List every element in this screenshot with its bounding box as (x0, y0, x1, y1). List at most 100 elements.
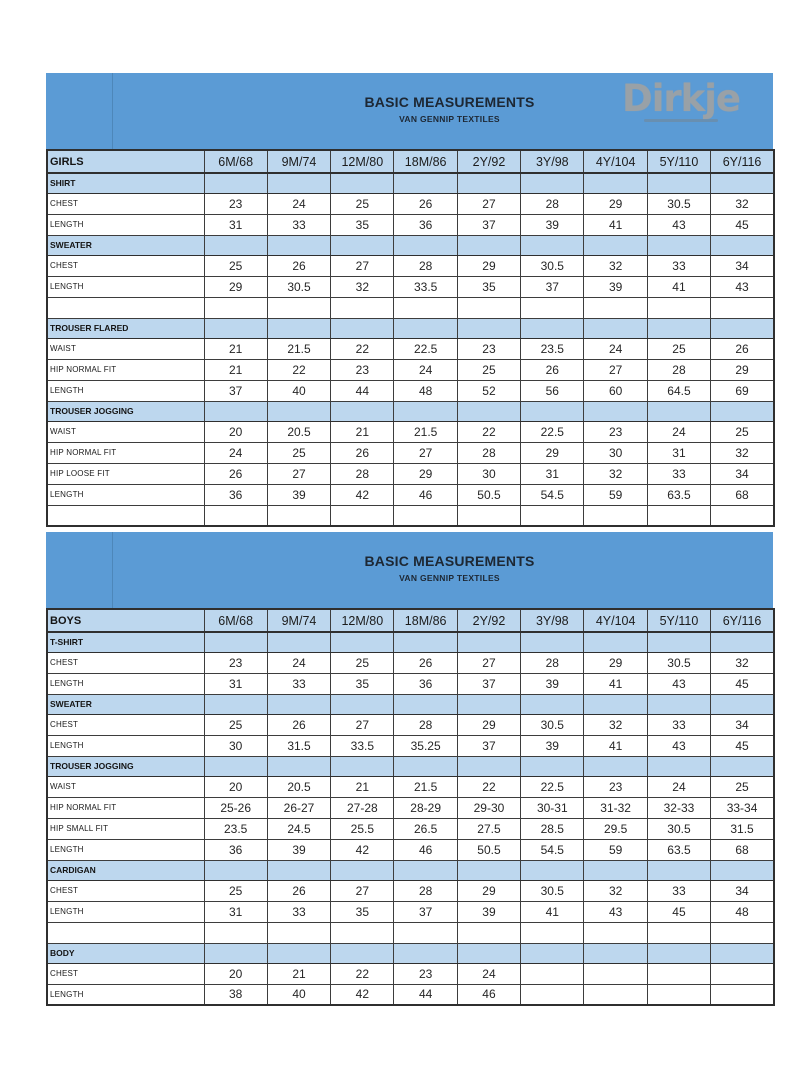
value-cell: 50.5 (456, 483, 522, 506)
data-row: LENGTH 38 40 42 44 46 (46, 983, 775, 1006)
value-cell: 28 (520, 651, 585, 674)
value-cell: 21 (330, 420, 395, 443)
value-cell: 30 (583, 441, 648, 464)
value-cell: 24.5 (266, 817, 332, 840)
value-cell: 23 (330, 358, 395, 381)
value-cell: 20.5 (266, 420, 332, 443)
value-cell: 46 (456, 983, 522, 1006)
section-blank-cell (583, 400, 648, 422)
value-cell: 28 (330, 462, 395, 485)
section-blank-cell (393, 942, 458, 964)
value-cell: 36 (393, 213, 458, 236)
value-cell: 35 (330, 672, 395, 695)
value-cell: 41 (520, 900, 585, 923)
value-cell: 30 (456, 462, 522, 485)
empty-cell (456, 504, 522, 527)
size-header-cell: 2Y/92 (456, 149, 522, 174)
data-row: LENGTH 29 30.5 32 33.5 35 37 39 41 43 (46, 275, 775, 298)
value-cell: 24 (456, 962, 522, 985)
section-blank-cell (646, 942, 712, 964)
girls-size-table: GIRLS 6M/68 9M/74 12M/80 18M/86 2Y/92 3Y/98 4Y/… (46, 149, 775, 527)
section-blank-cell (583, 172, 648, 194)
data-row: LENGTH 31 33 35 36 37 39 41 43 45 (46, 672, 775, 695)
value-cell: 63.5 (646, 838, 712, 861)
value-cell: 27-28 (330, 796, 395, 819)
document-subtitle: VAN GENNIP TEXTILES (399, 114, 500, 124)
value-cell: 28 (393, 713, 458, 736)
value-cell: 43 (646, 213, 712, 236)
value-cell: 32-33 (646, 796, 712, 819)
row-label-cell: LENGTH (46, 838, 205, 861)
section-gap (46, 527, 773, 532)
section-blank-cell (266, 755, 332, 777)
empty-cell (646, 296, 712, 319)
value-cell: 29-30 (456, 796, 522, 819)
value-cell: 32 (583, 879, 648, 902)
empty-cell (203, 296, 268, 319)
row-label-cell: CHEST (46, 879, 205, 902)
row-label-cell: HIP NORMAL FIT (46, 796, 205, 819)
size-header-cell: 18M/86 (393, 608, 458, 633)
empty-cell (646, 921, 712, 944)
size-header-cell: 6M/68 (203, 149, 268, 174)
value-cell: 37 (456, 734, 522, 757)
empty-cell (520, 296, 585, 319)
value-cell: 32 (710, 651, 775, 674)
value-cell: 44 (393, 983, 458, 1006)
value-cell: 56 (520, 379, 585, 402)
data-row: HIP NORMAL FIT 25-26 26-27 27-28 28-29 29-30 3… (46, 796, 775, 819)
value-cell: 27 (583, 358, 648, 381)
value-cell: 23 (203, 192, 268, 215)
value-cell: 41 (583, 672, 648, 695)
empty-cell (330, 504, 395, 527)
row-label-cell: CHEST (46, 651, 205, 674)
empty-cell (330, 296, 395, 319)
value-cell: 27 (393, 441, 458, 464)
document-title: BASIC MEASUREMENTS (364, 553, 535, 569)
section-blank-cell (266, 942, 332, 964)
value-cell: 30.5 (646, 817, 712, 840)
section-blank-cell (456, 631, 522, 653)
data-row: HIP NORMAL FIT 24 25 26 27 28 29 30 31 32 (46, 441, 775, 464)
section-blank-cell (520, 755, 585, 777)
value-cell (583, 962, 648, 985)
section-blank-cell (520, 942, 585, 964)
empty-cell (203, 921, 268, 944)
row-label-cell: WAIST (46, 337, 205, 360)
value-cell: 52 (456, 379, 522, 402)
value-cell: 32 (710, 441, 775, 464)
value-cell: 27 (330, 879, 395, 902)
section-row: SWEATER (46, 234, 775, 256)
value-cell: 31 (520, 462, 585, 485)
section-row: CARDIGAN (46, 859, 775, 881)
value-cell: 29 (456, 879, 522, 902)
value-cell: 45 (646, 900, 712, 923)
data-row: CHEST 20 21 22 23 24 (46, 962, 775, 985)
boys-size-header-row: BOYS 6M/68 9M/74 12M/80 18M/86 2Y/92 3Y/98 4Y/1… (46, 608, 775, 633)
value-cell: 20 (203, 962, 268, 985)
value-cell: 63.5 (646, 483, 712, 506)
value-cell: 59 (583, 838, 648, 861)
size-header-cell: 12M/80 (330, 149, 395, 174)
section-blank-cell (266, 631, 332, 653)
value-cell: 42 (330, 483, 395, 506)
section-blank-cell (203, 172, 268, 194)
value-cell: 29.5 (583, 817, 648, 840)
empty-cell (583, 296, 648, 319)
value-cell: 33 (646, 879, 712, 902)
empty-label-cell (46, 504, 205, 527)
section-blank-cell (393, 317, 458, 339)
value-cell: 22 (266, 358, 332, 381)
size-header-cell: 4Y/104 (583, 608, 648, 633)
value-cell: 35 (456, 275, 522, 298)
section-blank-cell (330, 693, 395, 715)
value-cell: 42 (330, 838, 395, 861)
value-cell: 40 (266, 983, 332, 1006)
value-cell: 50.5 (456, 838, 522, 861)
empty-cell (266, 504, 332, 527)
section-blank-cell (266, 317, 332, 339)
value-cell: 39 (520, 734, 585, 757)
value-cell: 25 (203, 254, 268, 277)
section-blank-cell (520, 317, 585, 339)
value-cell: 29 (203, 275, 268, 298)
